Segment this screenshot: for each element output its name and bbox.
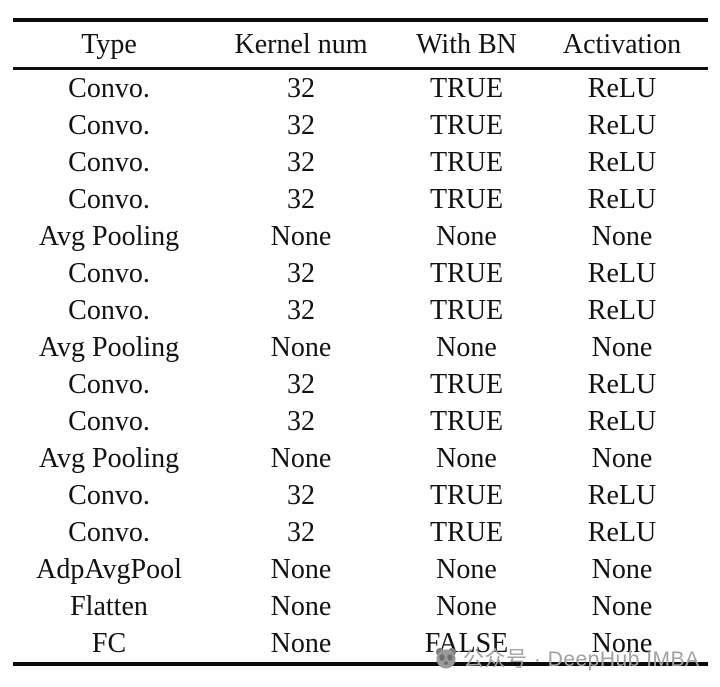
table-row: Avg Pooling None None None: [13, 218, 708, 255]
cell-kernel-num: 32: [287, 369, 315, 400]
cell-with-bn: TRUE: [429, 147, 504, 178]
cell-type: Convo.: [68, 258, 150, 289]
column-header-kernel-num: Kernel num: [234, 29, 368, 60]
cell-type: Convo.: [68, 406, 150, 437]
column-header-activation: Activation: [562, 29, 682, 60]
cell-with-bn: None: [436, 443, 497, 474]
cell-type: AdpAvgPool: [36, 554, 182, 585]
cell-with-bn: None: [436, 221, 497, 252]
cell-activation: ReLU: [587, 480, 657, 511]
cell-type: Convo.: [68, 369, 150, 400]
table-row: Avg Pooling None None None: [13, 440, 708, 477]
table-row: Convo. 32 TRUE ReLU: [13, 70, 708, 107]
cell-kernel-num: None: [270, 628, 332, 659]
table-row: Flatten None None None: [13, 588, 708, 625]
table-row: Convo. 32 TRUE ReLU: [13, 514, 708, 551]
cell-with-bn: None: [436, 332, 497, 363]
cell-kernel-num: 32: [287, 110, 315, 141]
cell-with-bn: TRUE: [429, 295, 504, 326]
table-row: Convo. 32 TRUE ReLU: [13, 477, 708, 514]
cell-kernel-num: None: [270, 443, 332, 474]
cell-kernel-num: 32: [287, 258, 315, 289]
cell-with-bn: TRUE: [429, 369, 504, 400]
cell-kernel-num: None: [270, 591, 332, 622]
network-architecture-table: Type Kernel num With BN Activation Convo…: [13, 18, 708, 666]
cell-type: Avg Pooling: [38, 221, 180, 252]
cell-with-bn: TRUE: [429, 480, 504, 511]
cell-kernel-num: 32: [287, 184, 315, 215]
table-bottom-rule: [13, 662, 708, 666]
cell-with-bn: None: [436, 554, 497, 585]
cell-type: FC: [91, 628, 127, 659]
cell-with-bn: TRUE: [429, 110, 504, 141]
cell-activation: None: [591, 554, 653, 585]
cell-activation: ReLU: [587, 73, 657, 104]
table-header-row: Type Kernel num With BN Activation: [13, 22, 708, 67]
cell-type: Convo.: [68, 480, 150, 511]
watermark: 公众号 · DeepHub IMBA: [434, 643, 700, 673]
cell-kernel-num: 32: [287, 147, 315, 178]
table-row: Convo. 32 TRUE ReLU: [13, 144, 708, 181]
cell-kernel-num: 32: [287, 73, 315, 104]
watermark-text: 公众号 · DeepHub IMBA: [463, 648, 700, 671]
cell-activation: None: [591, 221, 653, 252]
cell-kernel-num: 32: [287, 517, 315, 548]
table-row: Avg Pooling None None None: [13, 329, 708, 366]
cell-type: Flatten: [70, 591, 148, 622]
cell-activation: ReLU: [587, 184, 657, 215]
table-row: AdpAvgPool None None None: [13, 551, 708, 588]
cell-type: Convo.: [68, 295, 150, 326]
cell-type: Avg Pooling: [38, 332, 180, 363]
cell-activation: None: [591, 443, 653, 474]
table-body: Convo. 32 TRUE ReLU Convo. 32 TRUE ReLU …: [13, 70, 708, 662]
cell-activation: None: [591, 332, 653, 363]
cell-kernel-num: 32: [287, 295, 315, 326]
cell-type: Avg Pooling: [38, 443, 180, 474]
cell-with-bn: TRUE: [429, 517, 504, 548]
cell-with-bn: TRUE: [429, 73, 504, 104]
cell-kernel-num: None: [270, 332, 332, 363]
cell-kernel-num: 32: [287, 480, 315, 511]
cell-type: Convo.: [68, 517, 150, 548]
cell-kernel-num: 32: [287, 406, 315, 437]
cell-activation: None: [591, 628, 653, 659]
table-row: Convo. 32 TRUE ReLU: [13, 255, 708, 292]
table-row: FC None FALSE None: [13, 625, 708, 662]
cell-activation: None: [591, 591, 653, 622]
table-row: Convo. 32 TRUE ReLU: [13, 107, 708, 144]
table-header-rule: [13, 67, 708, 70]
table-row: Convo. 32 TRUE ReLU: [13, 403, 708, 440]
table-row: Convo. 32 TRUE ReLU: [13, 292, 708, 329]
cell-type: Convo.: [68, 147, 150, 178]
column-header-type: Type: [81, 29, 137, 60]
cell-activation: ReLU: [587, 517, 657, 548]
cell-with-bn: TRUE: [429, 258, 504, 289]
wechat-panda-logo-icon: [434, 647, 458, 669]
table-row: Convo. 32 TRUE ReLU: [13, 181, 708, 218]
column-header-with-bn: With BN: [416, 29, 517, 60]
cell-type: Convo.: [68, 110, 150, 141]
cell-activation: ReLU: [587, 147, 657, 178]
cell-with-bn: TRUE: [429, 184, 504, 215]
cell-with-bn: TRUE: [429, 406, 504, 437]
cell-type: Convo.: [68, 73, 150, 104]
cell-activation: ReLU: [587, 369, 657, 400]
cell-activation: ReLU: [587, 295, 657, 326]
cell-kernel-num: None: [270, 554, 332, 585]
cell-activation: ReLU: [587, 258, 657, 289]
cell-with-bn: None: [436, 591, 497, 622]
cell-activation: ReLU: [587, 110, 657, 141]
cell-kernel-num: None: [270, 221, 332, 252]
table-top-rule: [13, 18, 708, 22]
cell-activation: ReLU: [587, 406, 657, 437]
table-row: Convo. 32 TRUE ReLU: [13, 366, 708, 403]
cell-type: Convo.: [68, 184, 150, 215]
